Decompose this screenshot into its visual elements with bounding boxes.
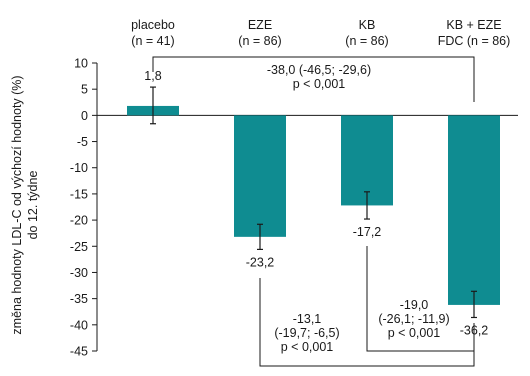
annotation-eze-vs-combo: -13,1 (-19,7; -6,5) p < 0,001: [259, 312, 355, 354]
annotation-line: -19,0: [399, 298, 429, 312]
category-n-label: FDC (n = 86): [438, 34, 511, 48]
annotation-line: (-19,7; -6,5): [274, 326, 340, 340]
y-tick-label: -35: [70, 292, 88, 306]
category-n-label: (n = 86): [238, 34, 281, 48]
y-tick-label: -40: [70, 318, 88, 332]
y-tick-label: -30: [70, 266, 88, 280]
annotation-line: p < 0,001: [292, 77, 346, 91]
y-axis-title: změna hodnoty LDL-C od výchozí hodnoty (…: [10, 75, 24, 334]
y-tick-label: -15: [70, 187, 88, 201]
annotation-line: (-26,1; -11,9): [378, 312, 450, 326]
y-tick-label: -25: [70, 240, 88, 254]
y-tick-label: -45: [70, 345, 88, 359]
bar: [448, 115, 500, 305]
category-n-label: (n = 86): [345, 34, 388, 48]
y-tick-label: 5: [81, 83, 88, 97]
y-tick-label: 0: [81, 109, 88, 123]
category-label: KB + EZE: [446, 18, 501, 32]
comparison-bracket: [152, 56, 475, 102]
data-label: -23,2: [246, 255, 275, 269]
annotation-line: -13,1: [292, 312, 322, 326]
y-tick-label: 10: [74, 57, 88, 71]
annotation-line: -38,0 (-46,5; -29,6): [266, 63, 372, 77]
y-tick-label: -20: [70, 214, 88, 228]
category-label: KB: [359, 18, 376, 32]
category-label: EZE: [248, 18, 272, 32]
category-label: placebo: [131, 18, 175, 32]
annotation-line: p < 0,001: [280, 340, 334, 354]
y-tick-label: -5: [77, 135, 88, 149]
annotation-line: p < 0,001: [387, 326, 441, 340]
y-tick-label: -10: [70, 161, 88, 175]
annotation-placebo-vs-combo: -38,0 (-46,5; -29,6) p < 0,001: [252, 63, 386, 91]
data-label: -17,2: [353, 225, 382, 239]
bar: [341, 115, 393, 206]
annotation-kb-vs-combo: -19,0 (-26,1; -11,9) p < 0,001: [366, 298, 462, 340]
data-label: 1,8: [144, 69, 161, 83]
bar: [234, 115, 286, 237]
category-n-label: (n = 41): [131, 34, 174, 48]
y-axis-title: do 12. týdne: [26, 171, 40, 240]
comparison-bracket: [366, 246, 475, 352]
comparison-bracket: [259, 278, 475, 367]
